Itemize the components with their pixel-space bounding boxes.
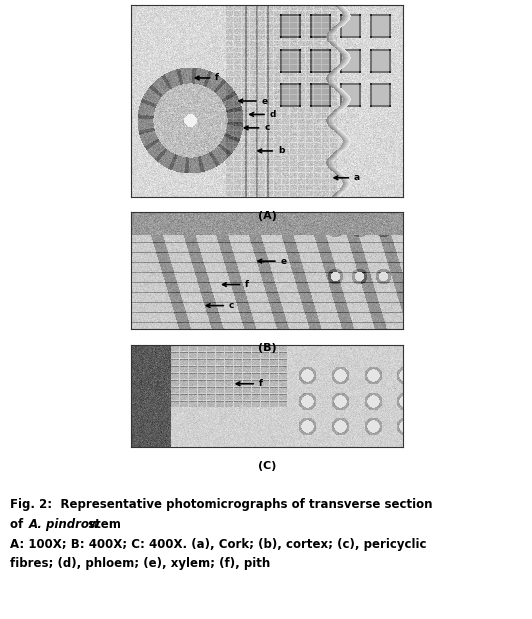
Text: c: c xyxy=(244,123,270,132)
Text: Fig. 2:  Representative photomicrographs of transverse section: Fig. 2: Representative photomicrographs … xyxy=(10,498,432,511)
Text: c: c xyxy=(206,301,234,310)
Text: f: f xyxy=(236,379,263,388)
Text: b: b xyxy=(258,147,284,155)
Text: fibres; (d), phloem; (e), xylem; (f), pith: fibres; (d), phloem; (e), xylem; (f), pi… xyxy=(10,558,270,571)
Text: a: a xyxy=(334,173,360,183)
Text: (B): (B) xyxy=(257,343,276,353)
Text: A: 100X; B: 400X; C: 400X. (a), Cork; (b), cortex; (c), pericyclic: A: 100X; B: 400X; C: 400X. (a), Cork; (b… xyxy=(10,538,426,551)
Text: f: f xyxy=(223,280,249,289)
Text: d: d xyxy=(250,110,276,119)
Text: (A): (A) xyxy=(257,210,277,220)
Text: stem: stem xyxy=(84,518,120,531)
Text: f: f xyxy=(195,74,219,82)
Text: e: e xyxy=(258,257,287,266)
Text: e: e xyxy=(239,97,268,105)
Text: (C): (C) xyxy=(258,461,276,470)
Text: of: of xyxy=(10,518,27,531)
Text: A. pindrow: A. pindrow xyxy=(29,518,101,531)
